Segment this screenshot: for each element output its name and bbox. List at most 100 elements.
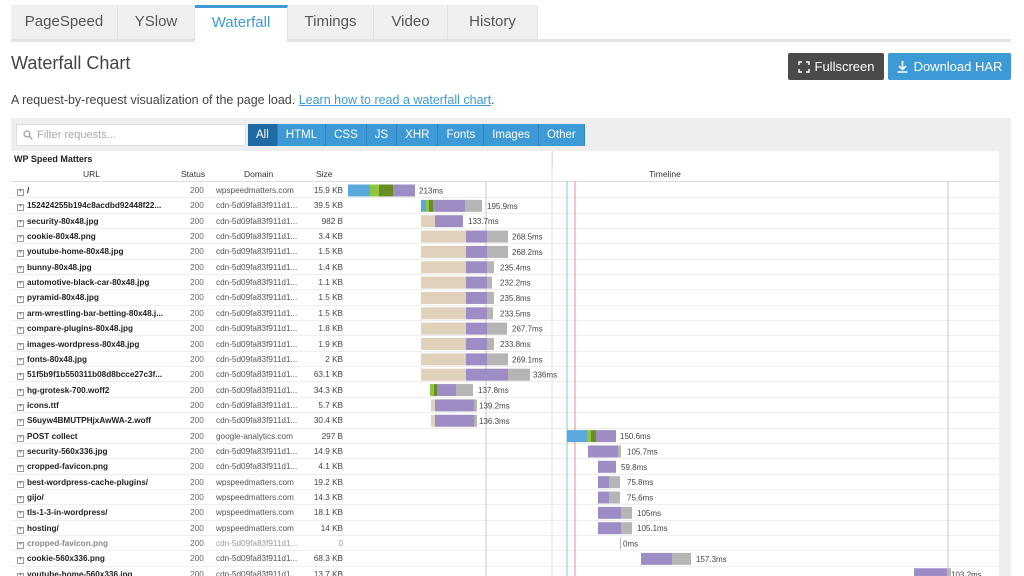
expand-icon[interactable]: + [17, 311, 24, 319]
table-row[interactable]: +51f5b9f1b550311b08d8bcce27c3f... 200 cdn-… [11, 367, 999, 383]
filter-xhr[interactable]: XHR [397, 124, 439, 146]
expand-icon[interactable]: + [17, 388, 24, 396]
request-url[interactable]: + icons.ttf [17, 401, 177, 411]
table-row[interactable]: + S6uyw4BMUTPHjxAwWA-2.woff 200 cdn-5d09fa8… [11, 413, 999, 429]
expand-icon[interactable]: + [17, 480, 24, 488]
table-row[interactable]: + cookie-80x48.png 200 cdn-5d09fa83f911d1..… [11, 229, 999, 245]
request-url[interactable]: + youtube-home-80x48.jpg [17, 247, 177, 258]
request-url[interactable]: + youtube-home-560x336.jpg [17, 570, 177, 576]
request-url[interactable]: + cropped-favicon.png [17, 462, 177, 473]
request-url[interactable]: +51f5b9f1b550311b08d8bcce27c3f... [17, 370, 177, 381]
table-row[interactable]: + hosting/200 wpspeedmatters.com 14 KB [11, 521, 999, 536]
tab-timings[interactable]: Timings [288, 5, 374, 39]
request-url[interactable]: + pyramid-80x48.jpg [17, 293, 177, 304]
request-url[interactable]: + fonts-80x48.jpg [17, 355, 177, 365]
fullscreen-button[interactable]: Fullscreen [788, 53, 884, 80]
expand-icon[interactable]: + [17, 465, 24, 473]
filter-other[interactable]: Other [538, 124, 585, 146]
expand-icon[interactable]: + [17, 250, 24, 258]
expand-icon[interactable]: + [17, 557, 24, 565]
expand-icon[interactable]: + [17, 189, 24, 196]
request-url[interactable]: + security-80x48.jpg [17, 217, 177, 227]
table-row[interactable]: + tls-1-3-in-wordpress/200 wpspeedmatters.… [11, 505, 999, 521]
expand-icon[interactable]: + [17, 496, 24, 503]
expand-icon[interactable]: + [17, 526, 24, 534]
request-url[interactable]: + tls-1-3-in-wordpress/ [17, 508, 177, 519]
expand-icon[interactable]: + [17, 511, 24, 519]
filter-js[interactable]: JS [366, 124, 398, 146]
table-row[interactable]: +/ 200 wpspeedmatters.com 15.9 KB [11, 183, 999, 199]
learn-waterfall-link[interactable]: Learn how to read a waterfall chart [298, 93, 492, 107]
request-url[interactable]: + / [17, 186, 177, 196]
filter-images[interactable]: Images [484, 124, 539, 146]
table-row[interactable]: + automotive-black-car-80x48.jpg 200 cdn-5d… [11, 275, 999, 291]
table-row[interactable]: +152424255b194c8acdbd92448f22... 200 cdn-5… [11, 198, 999, 214]
expand-icon[interactable]: + [17, 281, 24, 289]
expand-icon[interactable]: + [17, 542, 24, 550]
expand-icon[interactable]: + [17, 342, 24, 350]
expand-icon[interactable]: + [17, 434, 24, 442]
request-url[interactable]: + hg-grotesk-700.woff2 [17, 386, 177, 396]
request-url[interactable]: +152424255b194c8acdbd92448f22... [17, 201, 177, 212]
request-url[interactable]: + gijo/ [17, 493, 177, 503]
filter-all[interactable]: All [248, 124, 278, 146]
table-row[interactable]: + youtube-home-560x336.jpg 200 cdn-5d09fa83… [11, 567, 999, 576]
table-row[interactable]: + compare-plugins-80x48.jpg 200 cdn-5d09fa8… [11, 321, 999, 337]
table-row[interactable]: + cookie-560x336.png 200 cdn-5d09fa83f911d1… [11, 551, 999, 567]
tab-history[interactable]: History [448, 5, 538, 39]
expand-icon[interactable]: + [17, 265, 24, 273]
filter-css[interactable]: CSS [326, 124, 367, 146]
tab-yslow[interactable]: YSlow [118, 5, 195, 39]
table-row[interactable]: + arm-wrestling-bar-betting-80x48.j... 200… [11, 306, 999, 322]
tab-waterfall[interactable]: Waterfall [195, 5, 288, 42]
tab-pagespeed[interactable]: PageSpeed [11, 5, 118, 39]
table-row[interactable]: + bunny-80x48.jpg 200 cdn-5d09fa83f911d1...… [11, 260, 999, 276]
column-domain[interactable]: Domain [244, 169, 274, 179]
request-url[interactable]: + cropped-favicon.png [17, 539, 177, 550]
table-row[interactable]: + images-wordpress-80x48.jpg 200 cdn-5d09fa… [11, 337, 999, 352]
expand-icon[interactable]: + [17, 449, 24, 457]
table-row[interactable]: + youtube-home-80x48.jpg 200 cdn-5d09fa83f9… [11, 244, 999, 260]
request-url[interactable]: + images-wordpress-80x48.jpg [17, 340, 177, 350]
column-status[interactable]: Status [181, 169, 206, 179]
tab-video[interactable]: Video [374, 5, 448, 39]
download-har-button[interactable]: Download HAR [888, 53, 1011, 80]
request-url[interactable]: + compare-plugins-80x48.jpg [17, 324, 177, 335]
expand-icon[interactable]: + [17, 219, 24, 227]
filter-fonts[interactable]: Fonts [438, 124, 485, 146]
request-url[interactable]: + arm-wrestling-bar-betting-80x48.j... [17, 309, 177, 319]
expand-icon[interactable]: + [17, 419, 24, 427]
request-url[interactable]: + hosting/ [17, 524, 177, 534]
table-row[interactable]: + gijo/200 wpspeedmatters.com 14.3 KB [11, 490, 999, 506]
table-row[interactable]: + cropped-favicon.png 200 cdn-5d09fa83f911d… [11, 536, 999, 552]
request-url[interactable]: + best-wordpress-cache-plugins/ [17, 478, 177, 488]
expand-icon[interactable]: + [17, 357, 24, 365]
expand-icon[interactable]: + [17, 296, 24, 304]
request-url[interactable]: + S6uyw4BMUTPHjxAwWA-2.woff [17, 416, 177, 427]
request-url[interactable]: + POST collect [17, 432, 177, 442]
filter-html[interactable]: HTML [277, 124, 327, 146]
table-row[interactable]: + hg-grotesk-700.woff2 200 cdn-5d09fa83f911… [11, 383, 999, 398]
request-url[interactable]: + bunny-80x48.jpg [17, 263, 177, 273]
table-row[interactable]: + best-wordpress-cache-plugins/200 wpspeed… [11, 475, 999, 490]
request-url[interactable]: + cookie-560x336.png [17, 554, 177, 565]
request-url[interactable]: + automotive-black-car-80x48.jpg [17, 278, 177, 289]
expand-icon[interactable]: + [17, 327, 24, 335]
expand-icon[interactable]: + [17, 403, 24, 411]
filter-requests-input[interactable]: Filter requests... [16, 124, 246, 146]
table-row[interactable]: + security-560x336.jpg 200 cdn-5d09fa83f911… [11, 444, 999, 460]
table-row[interactable]: + POST collect 200 google-analytics.com 297 … [11, 429, 999, 444]
table-row[interactable]: + fonts-80x48.jpg 200 cdn-5d09fa83f911d1...… [11, 352, 999, 368]
expand-icon[interactable]: + [17, 204, 24, 212]
column-url[interactable]: URL [83, 169, 101, 179]
expand-icon[interactable]: + [17, 373, 24, 381]
table-row[interactable]: + pyramid-80x48.jpg 200 cdn-5d09fa83f911d1.… [11, 290, 999, 306]
request-url[interactable]: + cookie-80x48.png [17, 232, 177, 243]
expand-icon[interactable]: + [17, 235, 24, 243]
table-row[interactable]: + icons.ttf 200 cdn-5d09fa83f911d1... 5.7 KB [11, 398, 999, 414]
request-url[interactable]: + security-560x336.jpg [17, 447, 177, 457]
table-row[interactable]: + security-80x48.jpg 200 cdn-5d09fa83f911d1… [11, 214, 999, 229]
table-row[interactable]: + cropped-favicon.png 200 cdn-5d09fa83f911d… [11, 459, 999, 475]
column-size[interactable]: Size [316, 169, 333, 179]
expand-icon[interactable]: + [17, 572, 24, 576]
